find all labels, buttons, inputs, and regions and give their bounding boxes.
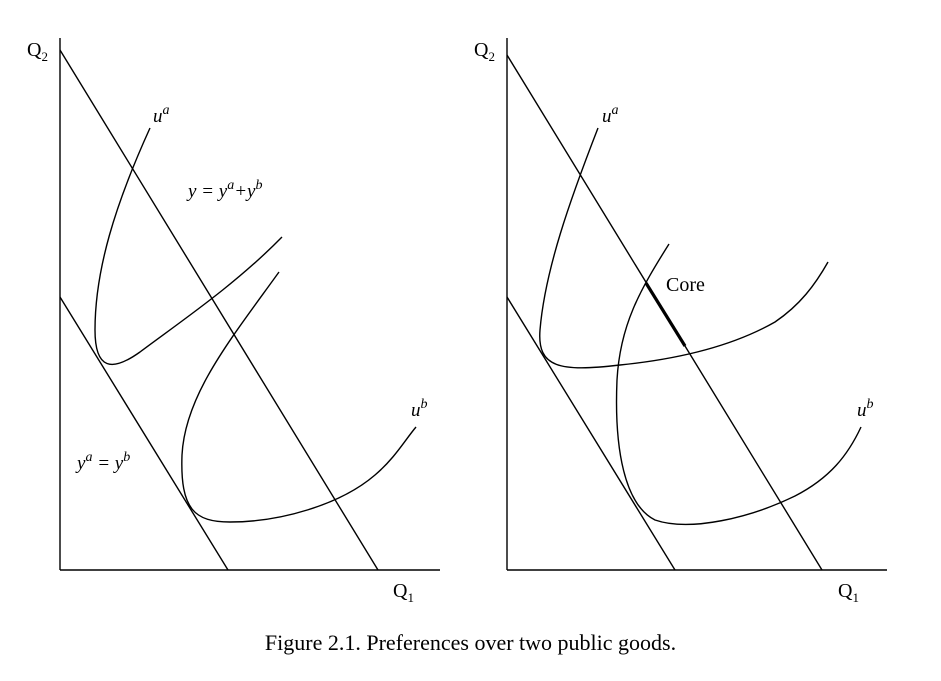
left-indifference-curve-a xyxy=(94,127,283,366)
core-label: Core xyxy=(666,274,705,296)
right-curve-b-label: ub xyxy=(857,397,874,421)
figure-caption: Figure 2.1. Preferences over two public … xyxy=(264,630,677,655)
left-budget-high-label: y = ya+yb xyxy=(186,178,262,202)
right-x-axis-label: Q1 xyxy=(838,580,859,605)
left-curve-b-label: ub xyxy=(411,397,428,421)
left-budget-low-label: ya = yb xyxy=(75,450,130,474)
right-indifference-curve-a xyxy=(539,127,829,369)
left-indifference-curve-b xyxy=(181,271,417,523)
right-panel: Q2 Q1 ua ub Core xyxy=(474,38,887,605)
right-budget-line-low xyxy=(506,296,676,571)
left-y-axis-label: Q2 xyxy=(27,39,48,64)
left-x-axis-label: Q1 xyxy=(393,580,414,605)
left-budget-line-high xyxy=(59,49,379,571)
right-indifference-curve-b xyxy=(615,243,862,526)
right-curve-a-label: ua xyxy=(602,103,619,127)
left-budget-line-low xyxy=(59,296,229,571)
right-y-axis-label: Q2 xyxy=(474,39,495,64)
core-segment xyxy=(644,282,687,347)
left-curve-a-label: ua xyxy=(153,103,170,127)
left-panel: Q2 Q1 ua ub y = ya+yb ya = yb xyxy=(27,38,440,605)
